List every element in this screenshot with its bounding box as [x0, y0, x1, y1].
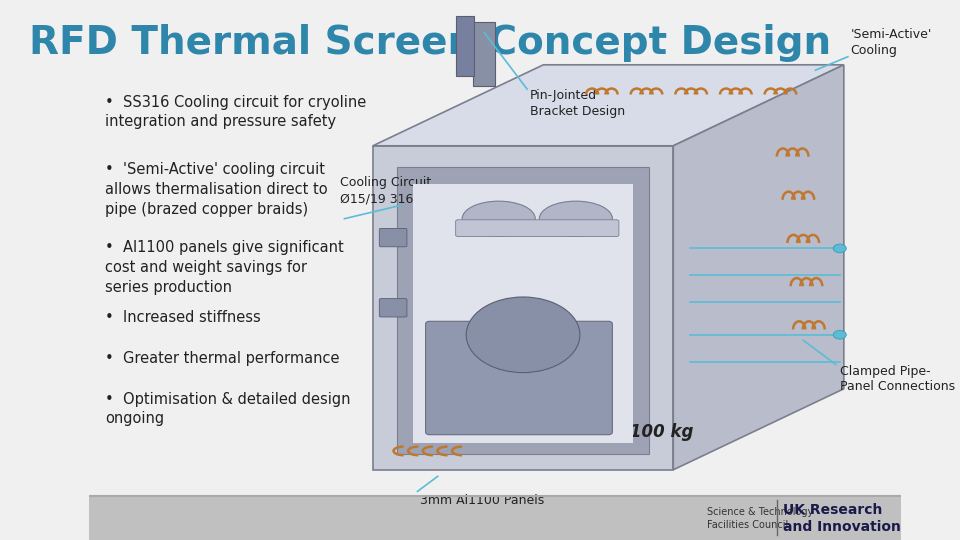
Polygon shape — [472, 22, 494, 86]
Circle shape — [833, 330, 847, 339]
Text: •  Al1100 panels give significant
cost and weight savings for
series production: • Al1100 panels give significant cost an… — [105, 240, 344, 295]
FancyBboxPatch shape — [456, 220, 619, 237]
Polygon shape — [88, 497, 900, 540]
Text: Cooling Circuit
Ø15/19 316LN: Cooling Circuit Ø15/19 316LN — [341, 176, 432, 205]
Text: RFD Thermal Screen Concept Design: RFD Thermal Screen Concept Design — [29, 24, 830, 62]
Text: •  'Semi-Active' cooling circuit
allows thermalisation direct to
pipe (brazed co: • 'Semi-Active' cooling circuit allows t… — [105, 162, 327, 217]
Text: UK Research
and Innovation: UK Research and Innovation — [783, 503, 900, 534]
Polygon shape — [673, 65, 844, 470]
Text: 3mm Al1100 Panels: 3mm Al1100 Panels — [420, 494, 544, 507]
Polygon shape — [372, 146, 673, 470]
FancyBboxPatch shape — [379, 299, 407, 317]
Text: •  Optimisation & detailed design
ongoing: • Optimisation & detailed design ongoing — [105, 392, 350, 426]
Polygon shape — [414, 184, 633, 443]
Text: Science & Technology
Facilities Council: Science & Technology Facilities Council — [708, 507, 814, 530]
Circle shape — [833, 244, 847, 253]
Circle shape — [467, 297, 580, 373]
Text: •  SS316 Cooling circuit for cryoline
integration and pressure safety: • SS316 Cooling circuit for cryoline int… — [105, 94, 366, 129]
Text: Clamped Pipe-
Panel Connections: Clamped Pipe- Panel Connections — [840, 364, 955, 394]
Text: •  Greater thermal performance: • Greater thermal performance — [105, 351, 339, 366]
FancyBboxPatch shape — [379, 228, 407, 247]
Text: •  Increased stiffness: • Increased stiffness — [105, 310, 260, 326]
Polygon shape — [372, 65, 844, 146]
Text: ~100 kg: ~100 kg — [616, 423, 694, 441]
Polygon shape — [456, 16, 474, 76]
FancyBboxPatch shape — [425, 321, 612, 435]
Text: 'Semi-Active'
Cooling: 'Semi-Active' Cooling — [851, 28, 932, 57]
Text: Pin-Jointed
Bracket Design: Pin-Jointed Bracket Design — [530, 89, 625, 118]
Ellipse shape — [462, 201, 536, 237]
Polygon shape — [397, 167, 649, 454]
Ellipse shape — [540, 201, 612, 237]
